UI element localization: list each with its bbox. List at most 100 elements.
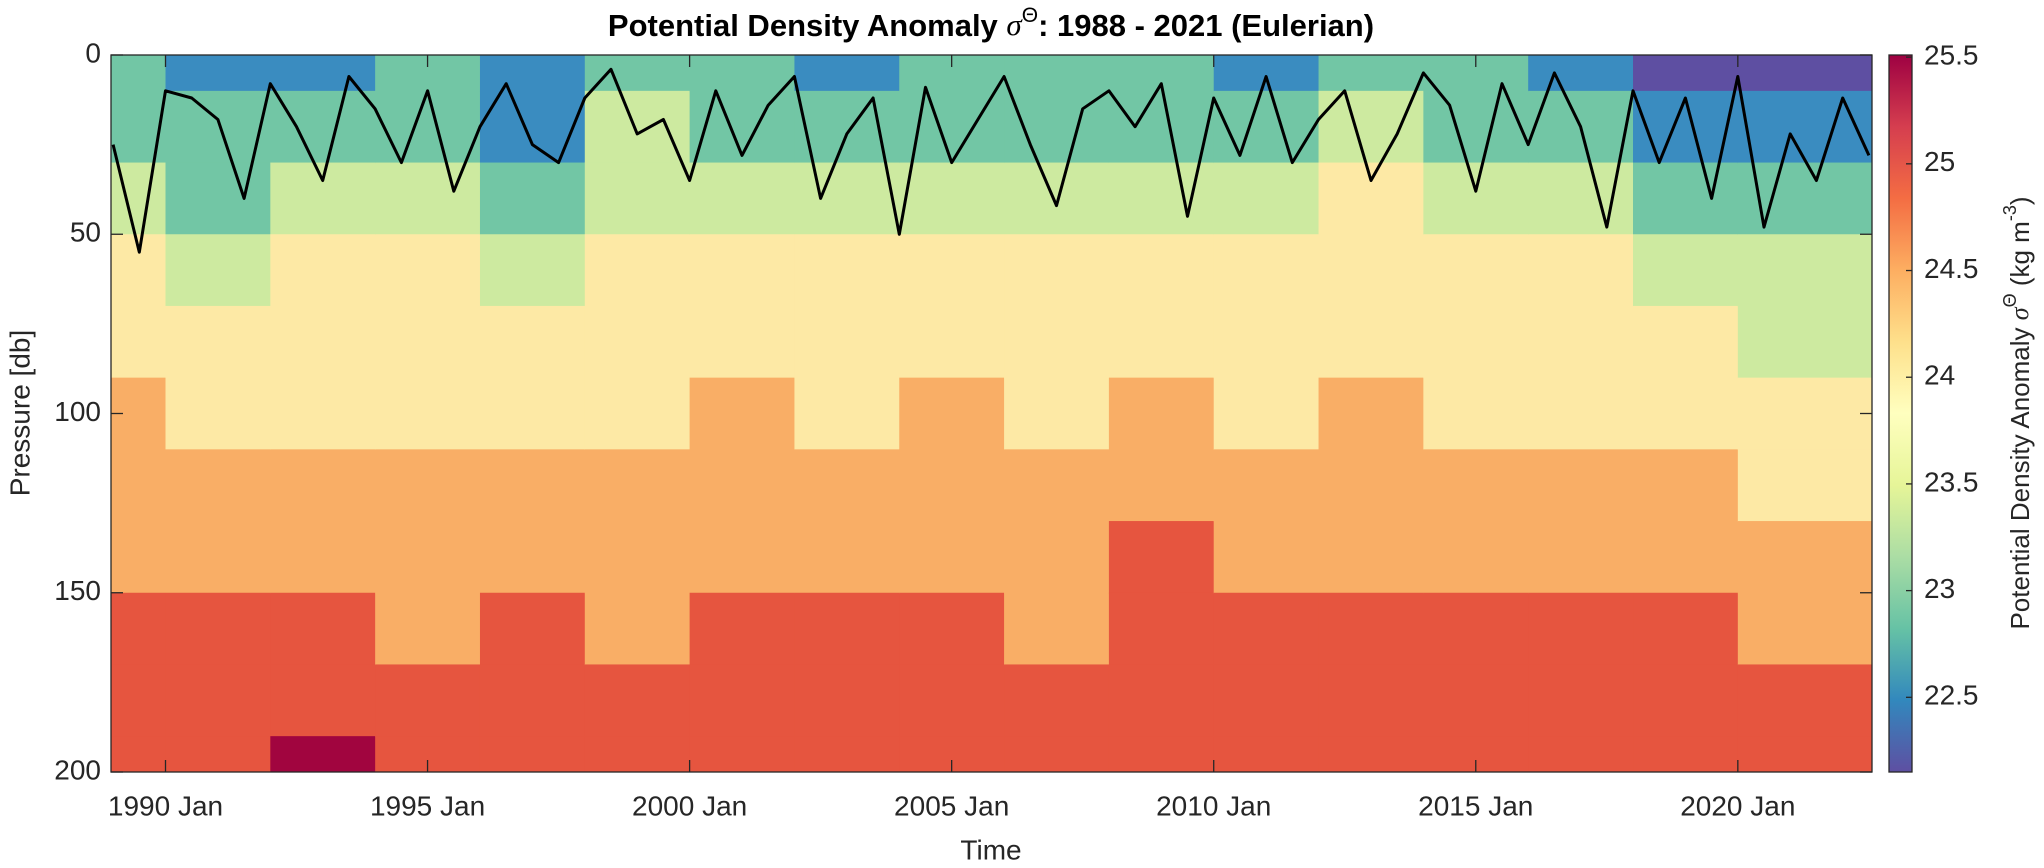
density-cell bbox=[479, 521, 586, 594]
density-cell bbox=[584, 521, 691, 594]
density-cell bbox=[1633, 162, 1739, 235]
colorbar-label: Potential Density Anomaly σΘ (kg m-3) bbox=[2000, 196, 2035, 629]
density-cell bbox=[1213, 90, 1320, 164]
density-cell bbox=[1004, 234, 1110, 307]
density-cell bbox=[689, 449, 796, 522]
colorbar-tick-label: 22.5 bbox=[1924, 680, 1979, 711]
y-tick-label: 100 bbox=[54, 396, 101, 427]
density-cell bbox=[1423, 377, 1529, 450]
density-cell bbox=[1213, 449, 1320, 522]
density-cell bbox=[1108, 664, 1215, 737]
density-cell bbox=[899, 521, 1005, 594]
density-cell bbox=[899, 664, 1005, 737]
density-cell bbox=[111, 736, 167, 772]
density-cell bbox=[375, 664, 481, 737]
density-cell bbox=[1633, 449, 1739, 522]
density-cell bbox=[794, 736, 900, 772]
density-cell bbox=[479, 592, 586, 666]
title-superscript: Θ bbox=[1022, 4, 1038, 27]
density-cell bbox=[899, 592, 1005, 666]
density-cell bbox=[899, 449, 1005, 522]
x-tick-label: 1995 Jan bbox=[370, 790, 485, 821]
density-cell bbox=[165, 305, 271, 379]
density-cell bbox=[794, 664, 900, 737]
density-cell bbox=[1737, 736, 1872, 772]
density-cell bbox=[584, 55, 691, 92]
density-cell bbox=[1108, 736, 1215, 772]
density-cell bbox=[1004, 55, 1110, 92]
density-cell bbox=[111, 592, 167, 666]
density-cell bbox=[1737, 664, 1872, 737]
density-cell bbox=[1423, 449, 1529, 522]
density-cell bbox=[1737, 377, 1872, 450]
density-cell bbox=[270, 736, 376, 772]
title-text: Potential Density Anomaly bbox=[608, 8, 1007, 43]
density-cell bbox=[479, 305, 586, 379]
density-cell bbox=[1318, 377, 1424, 450]
density-cell bbox=[1423, 592, 1529, 666]
density-cell bbox=[270, 592, 376, 666]
density-cell bbox=[270, 664, 376, 737]
density-cell bbox=[165, 90, 271, 164]
density-cell bbox=[1318, 449, 1424, 522]
density-cell bbox=[375, 377, 481, 450]
colorbar-tick-label: 24 bbox=[1924, 360, 1955, 391]
density-cell bbox=[165, 162, 271, 235]
density-cell bbox=[1528, 521, 1634, 594]
density-cell bbox=[1004, 521, 1110, 594]
density-cell bbox=[479, 55, 586, 92]
density-cell bbox=[1737, 305, 1872, 379]
density-cell bbox=[899, 305, 1005, 379]
density-cell bbox=[1108, 521, 1215, 594]
density-cell bbox=[1528, 377, 1634, 450]
chart-title: Potential Density Anomaly σΘ: 1988 - 202… bbox=[608, 4, 1374, 44]
density-cell bbox=[1737, 234, 1872, 307]
density-cell bbox=[1108, 377, 1215, 450]
density-cell bbox=[1108, 592, 1215, 666]
density-cell bbox=[1737, 449, 1872, 522]
density-cell bbox=[1633, 664, 1739, 737]
colorbar-unit-close: ) bbox=[2005, 196, 2035, 205]
title-rest: : 1988 - 2021 (Eulerian) bbox=[1038, 8, 1374, 43]
density-cell bbox=[689, 55, 796, 92]
axes: 1990 Jan 1995 Jan 2000 Jan 2005 Jan 2010 Jan… bbox=[54, 37, 1978, 821]
density-cell bbox=[165, 592, 271, 666]
density-cell bbox=[1213, 592, 1320, 666]
density-cell bbox=[794, 521, 900, 594]
density-cell bbox=[479, 377, 586, 450]
density-cell bbox=[1423, 90, 1529, 164]
density-cell bbox=[689, 664, 796, 737]
density-cell bbox=[1318, 55, 1424, 92]
density-cell bbox=[1213, 664, 1320, 737]
density-cell bbox=[165, 664, 271, 737]
density-cell bbox=[165, 55, 271, 92]
density-cell bbox=[794, 162, 900, 235]
density-cell bbox=[1108, 305, 1215, 379]
density-cell bbox=[375, 592, 481, 666]
density-cell bbox=[1213, 162, 1320, 235]
density-cell bbox=[584, 234, 691, 307]
x-tick-label: 2005 Jan bbox=[894, 790, 1009, 821]
title-symbol: σ bbox=[1006, 7, 1023, 42]
plot-area bbox=[111, 55, 1872, 772]
colorbar-label-text: Potential Density Anomaly bbox=[2005, 320, 2035, 629]
density-cell bbox=[899, 234, 1005, 307]
density-cell bbox=[794, 55, 900, 92]
colorbar-tick-label: 23 bbox=[1924, 573, 1955, 604]
density-cell bbox=[1004, 664, 1110, 737]
density-cell bbox=[1004, 592, 1110, 666]
density-cell bbox=[111, 664, 167, 737]
density-cell bbox=[165, 736, 271, 772]
density-cell bbox=[1213, 305, 1320, 379]
density-cell bbox=[1528, 736, 1634, 772]
density-cell bbox=[479, 736, 586, 772]
density-cell bbox=[1423, 162, 1529, 235]
density-cell bbox=[270, 377, 376, 450]
density-cell bbox=[165, 449, 271, 522]
density-cell bbox=[1318, 234, 1424, 307]
density-cell bbox=[1423, 305, 1529, 379]
mixed-layer-line bbox=[111, 67, 1871, 254]
density-cell bbox=[689, 90, 796, 164]
colorbar-tick-label: 25.5 bbox=[1924, 40, 1979, 71]
